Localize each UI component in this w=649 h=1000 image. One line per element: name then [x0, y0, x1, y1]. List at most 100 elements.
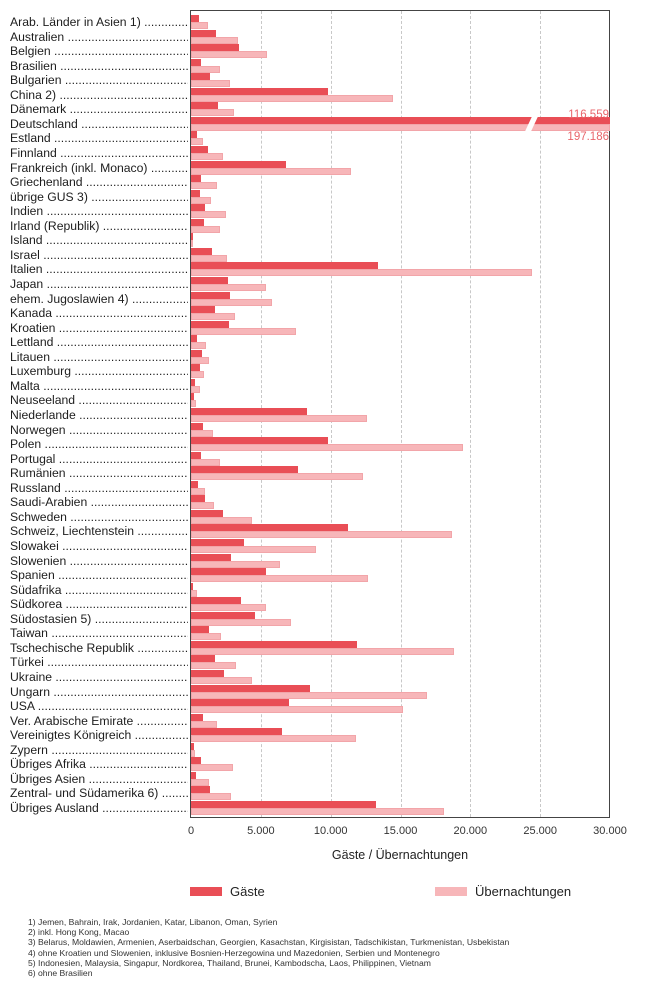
- bar-uebernachtungen: [191, 662, 237, 670]
- bar-uebernachtungen: [191, 327, 296, 335]
- bar-gaeste: [191, 87, 328, 95]
- bar-gaeste: [191, 320, 229, 328]
- bar-gaeste: [191, 655, 216, 663]
- bar-gaeste: [191, 378, 195, 386]
- bar-gaeste: [191, 582, 193, 590]
- bar-uebernachtungen: [191, 153, 223, 160]
- bar-gaeste: [191, 480, 198, 488]
- category-label: Zypern .................................…: [10, 742, 188, 757]
- category-label: übrige GUS 3) ..........................…: [10, 189, 188, 204]
- bar-uebernachtungen: [191, 808, 445, 815]
- category-label: Portugal ...............................…: [10, 451, 188, 466]
- bar-uebernachtungen: [191, 415, 367, 422]
- gridline: [330, 11, 332, 817]
- bar-gaeste: [191, 699, 290, 707]
- bar-uebernachtungen: [191, 371, 204, 379]
- bar-gaeste: [191, 349, 203, 357]
- category-label: Niederlande ............................…: [10, 408, 188, 422]
- bar-uebernachtungen: [191, 764, 233, 772]
- category-label: Brasilien ..............................…: [10, 58, 188, 73]
- bar-uebernachtungen: [191, 429, 213, 437]
- bar-gaeste: [191, 757, 202, 765]
- bar-uebernachtungen: [191, 80, 230, 88]
- category-label: Kanada .................................…: [10, 306, 188, 321]
- category-label: Russland ...............................…: [10, 480, 188, 495]
- x-tick-label: 20.000: [453, 825, 488, 837]
- x-tick-label: 10.000: [313, 825, 348, 837]
- bar-uebernachtungen: [191, 65, 220, 73]
- category-label: Italien ................................…: [10, 262, 188, 277]
- bar-uebernachtungen: [191, 298, 272, 306]
- bar-gaeste: [191, 175, 202, 183]
- x-tick-label: 0: [187, 825, 195, 837]
- category-label: Südkorea ...............................…: [10, 597, 188, 612]
- category-label: Rumänien ...............................…: [10, 466, 188, 481]
- category-label: Saudi-Arabien ..........................…: [10, 495, 188, 510]
- footnote: 6) ohne Brasilien: [28, 968, 93, 979]
- category-label: Schweiz, Liechtenstein .................…: [10, 524, 188, 539]
- category-label: Litauen ................................…: [10, 349, 188, 364]
- category-label: Finnland ...............................…: [10, 146, 188, 160]
- deutschland-uebernachtungen-value: 197.186: [567, 131, 609, 143]
- bar-uebernachtungen: [191, 691, 427, 699]
- bar-gaeste: [191, 116, 610, 124]
- category-label: China 2) ...............................…: [10, 87, 188, 102]
- category-label: Australien .............................…: [10, 29, 188, 44]
- bar-uebernachtungen: [191, 458, 220, 466]
- bar-gaeste: [191, 539, 245, 546]
- bar-gaeste: [191, 611, 255, 619]
- category-label: Island .................................…: [10, 233, 188, 248]
- category-label: Übriges Afrika .........................…: [10, 757, 188, 772]
- bar-gaeste: [191, 568, 266, 576]
- category-label: Indien .................................…: [10, 204, 188, 219]
- category-label: Griechenland ...........................…: [10, 175, 188, 190]
- bar-gaeste: [191, 771, 197, 779]
- category-label: Norwegen ...............................…: [10, 422, 188, 437]
- x-tick-label: 15.000: [383, 825, 418, 837]
- footnote: 2) inkl. Hong Kong, Macao: [28, 927, 130, 938]
- category-label: USA ....................................…: [10, 699, 188, 714]
- gridline: [540, 11, 542, 817]
- bar-uebernachtungen: [191, 516, 252, 524]
- bar-uebernachtungen: [191, 284, 266, 291]
- bar-gaeste: [191, 44, 240, 52]
- bar-gaeste: [191, 451, 202, 459]
- bar-uebernachtungen: [191, 313, 235, 321]
- legend-gaeste: Gäste: [190, 884, 265, 899]
- bar-uebernachtungen: [191, 604, 267, 612]
- category-label: Slowenien ..............................…: [10, 553, 188, 568]
- category-label: Übriges Asien ..........................…: [10, 771, 188, 786]
- bar-uebernachtungen: [191, 735, 356, 743]
- bar-uebernachtungen: [191, 749, 196, 757]
- bar-gaeste: [191, 29, 216, 37]
- category-label: Slowakei ...............................…: [10, 539, 188, 553]
- footnote: 4) ohne Kroatien und Slowenien, inklusiv…: [28, 947, 440, 958]
- bar-uebernachtungen: [191, 196, 211, 204]
- category-label: Deutschland ............................…: [10, 116, 188, 131]
- category-label: Kroatien ...............................…: [10, 320, 188, 335]
- bar-gaeste: [191, 73, 210, 81]
- footnote: 5) Indonesien, Malaysia, Singapur, Nordk…: [28, 957, 431, 968]
- bar-uebernachtungen: [191, 385, 200, 393]
- category-label: Japan ..................................…: [10, 277, 188, 291]
- bar-uebernachtungen: [191, 793, 232, 801]
- bar-gaeste: [191, 233, 193, 241]
- bar-uebernachtungen: [191, 36, 238, 44]
- bar-uebernachtungen: [191, 473, 363, 481]
- bar-uebernachtungen: [191, 94, 393, 102]
- bar-gaeste: [191, 218, 204, 226]
- category-label: Übriges Ausland ........................…: [10, 801, 188, 815]
- bar-gaeste: [191, 58, 202, 66]
- category-label: Luxemburg ..............................…: [10, 364, 188, 379]
- bar-uebernachtungen: [191, 211, 226, 219]
- bar-uebernachtungen: [191, 109, 235, 117]
- bar-gaeste: [191, 291, 230, 299]
- bar-uebernachtungen: [191, 531, 452, 539]
- bar-gaeste: [191, 422, 203, 430]
- bar-uebernachtungen: [191, 167, 351, 175]
- bar-gaeste: [191, 204, 205, 212]
- bar-uebernachtungen: [191, 502, 215, 510]
- legend-uebernachtungen: Übernachtungen: [435, 884, 571, 899]
- bar-gaeste: [191, 626, 210, 634]
